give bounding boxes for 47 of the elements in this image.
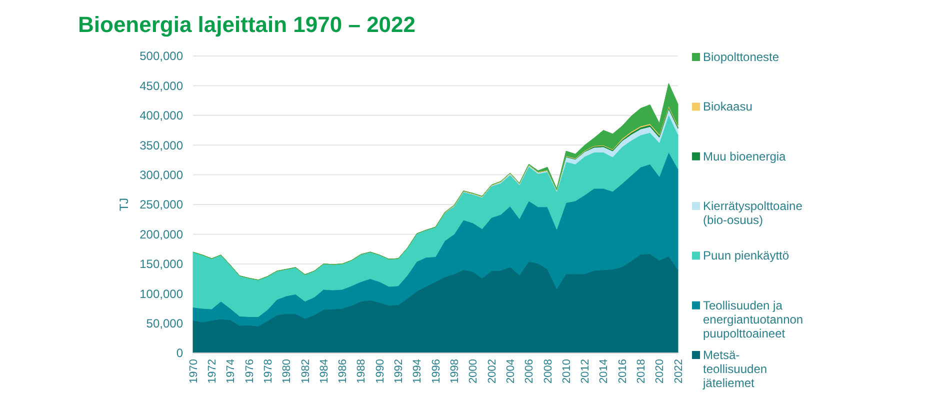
y-tick-label: 350,000 bbox=[140, 138, 184, 152]
y-tick-label: 150,000 bbox=[140, 257, 184, 272]
y-tick-label: 450,000 bbox=[140, 78, 184, 93]
x-tick-label: 1978 bbox=[262, 359, 274, 384]
x-tick-label: 2008 bbox=[542, 359, 554, 384]
x-tick-label: 1976 bbox=[244, 359, 256, 384]
y-tick-label: 250,000 bbox=[140, 198, 184, 212]
legend-label: Muu bioenergia bbox=[703, 149, 786, 164]
x-tick-label: 2016 bbox=[616, 359, 629, 384]
y-tick-label: 100,000 bbox=[140, 286, 184, 301]
legend-label: Metsä-teollisuuden jäteliemet bbox=[702, 348, 768, 390]
legend-label: Puun pienkäyttö bbox=[703, 248, 790, 263]
x-tick-label: 2010 bbox=[560, 359, 573, 384]
x-tick-label: 1974 bbox=[225, 359, 238, 384]
y-tick-label: 300,000 bbox=[140, 168, 184, 182]
legend-label: Teollisuuden ja energiantuotannon puupolttoaineet bbox=[703, 298, 804, 340]
x-tick-label: 2014 bbox=[598, 359, 610, 384]
y-tick-label: 400,000 bbox=[140, 108, 184, 123]
x-tick-label: 2002 bbox=[486, 359, 498, 384]
x-tick-label: 1996 bbox=[430, 359, 442, 384]
legend-label: Biopolttoneste bbox=[703, 50, 780, 64]
x-tick-label: 1988 bbox=[356, 359, 368, 384]
y-axis-title: TJ bbox=[117, 198, 131, 212]
x-tick-label: 1994 bbox=[412, 359, 424, 384]
x-tick-label: 1970 bbox=[188, 359, 200, 384]
x-tick-label: 2004 bbox=[504, 359, 517, 384]
x-tick-label: 2000 bbox=[468, 359, 480, 384]
y-tick-label: 500,000 bbox=[140, 49, 184, 64]
x-tick-label: 1980 bbox=[281, 359, 294, 384]
x-tick-label: 2018 bbox=[636, 359, 648, 384]
chart-title: Bioenergia lajeittain 1970 – 2022 bbox=[78, 12, 416, 37]
legend-label: Kierrätyspolttoaine (bio-osuus) bbox=[703, 199, 803, 227]
x-tick-label: 2006 bbox=[524, 359, 536, 384]
x-tick-label: 1992 bbox=[393, 359, 406, 384]
x-tick-label: 1982 bbox=[300, 359, 312, 384]
x-tick-label: 2020 bbox=[654, 359, 666, 384]
x-tick-label: 1972 bbox=[206, 359, 219, 384]
y-tick-label: 0 bbox=[176, 346, 184, 360]
x-tick-label: 2012 bbox=[580, 359, 592, 384]
x-tick-label: 1990 bbox=[374, 359, 386, 384]
x-tick-label: 2022 bbox=[672, 359, 685, 384]
y-tick-label: 200,000 bbox=[140, 227, 184, 242]
x-tick-label: 1984 bbox=[318, 359, 330, 384]
y-tick-label: 50,000 bbox=[146, 316, 184, 330]
x-tick-label: 1998 bbox=[449, 359, 462, 384]
legend-label: Biokaasu bbox=[703, 100, 752, 114]
x-tick-label: 1986 bbox=[337, 359, 350, 384]
